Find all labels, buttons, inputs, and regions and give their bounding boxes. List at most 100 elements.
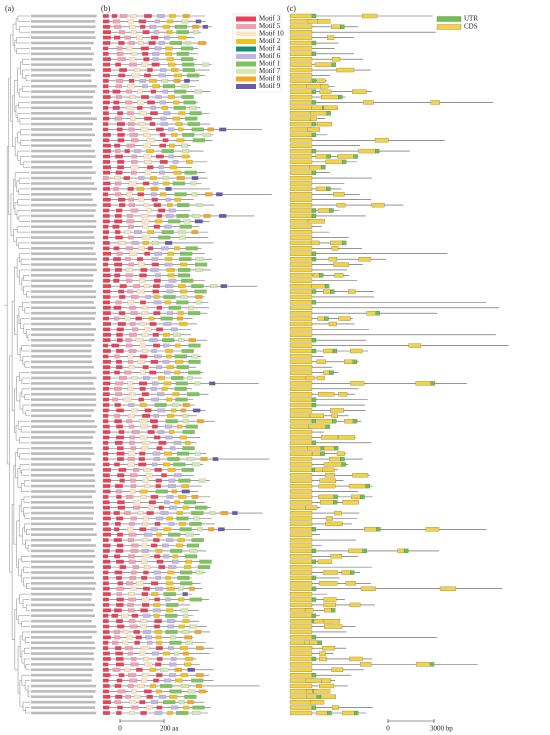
motif	[152, 57, 159, 62]
motif	[130, 484, 136, 488]
motif	[148, 500, 156, 505]
motif	[158, 41, 165, 45]
motif	[146, 138, 155, 143]
motif	[189, 597, 202, 602]
motif	[116, 711, 122, 715]
motif	[176, 300, 189, 305]
motif	[139, 489, 148, 494]
motif	[165, 630, 178, 634]
motif	[127, 289, 134, 294]
motif	[128, 262, 134, 267]
utr	[311, 548, 317, 554]
scale-label: 3000 bp	[430, 725, 453, 733]
motif	[116, 327, 124, 332]
utr	[352, 419, 358, 424]
motif	[114, 273, 121, 278]
motif	[117, 197, 126, 202]
motif	[102, 684, 110, 688]
motif	[143, 657, 149, 661]
motif	[117, 473, 125, 478]
motif	[128, 592, 135, 597]
gene-name	[31, 47, 92, 50]
motif	[114, 181, 122, 186]
motif	[122, 630, 130, 634]
motif	[133, 694, 141, 699]
motif	[130, 516, 137, 521]
motif	[102, 241, 110, 245]
utr	[311, 251, 317, 256]
motif	[115, 235, 123, 240]
motif	[183, 613, 189, 618]
motif	[150, 386, 157, 391]
motif	[102, 630, 110, 634]
cds	[320, 500, 334, 505]
gene-name	[31, 446, 93, 450]
motif	[139, 651, 146, 656]
motif	[178, 521, 186, 526]
motif	[127, 603, 134, 607]
motif	[131, 73, 141, 78]
motif	[102, 181, 111, 186]
gene-name	[31, 111, 92, 115]
cds	[310, 111, 328, 116]
motif	[182, 68, 195, 72]
motif	[150, 105, 157, 110]
motif	[126, 527, 134, 532]
gene-name	[31, 155, 96, 158]
motif	[130, 30, 137, 35]
motif	[174, 667, 182, 672]
cds	[309, 165, 322, 170]
motif	[219, 127, 227, 132]
motif	[220, 284, 228, 289]
motif	[162, 359, 170, 364]
gene-name	[31, 587, 96, 591]
motif	[210, 284, 218, 289]
motif	[183, 500, 196, 505]
motif	[148, 41, 156, 45]
motif	[191, 127, 204, 132]
motif	[102, 284, 112, 289]
motif	[176, 138, 185, 143]
cds	[325, 521, 343, 527]
cds	[289, 224, 313, 229]
motif	[113, 278, 120, 283]
motif	[172, 181, 185, 186]
motif	[136, 105, 143, 110]
cds	[289, 311, 313, 316]
motif	[158, 440, 167, 445]
motif	[164, 224, 172, 229]
gene-name	[31, 355, 92, 358]
cds	[316, 121, 332, 127]
cds	[323, 289, 331, 294]
motif	[177, 576, 190, 580]
motif	[127, 84, 135, 89]
cds	[289, 359, 313, 364]
gene-name	[31, 349, 92, 353]
utr	[352, 359, 358, 364]
motif	[131, 170, 137, 175]
motif	[167, 413, 175, 418]
cds	[312, 273, 320, 278]
motif	[128, 224, 134, 229]
motif	[185, 657, 194, 661]
motif	[142, 478, 149, 483]
motif	[116, 78, 124, 83]
cds	[320, 84, 329, 89]
cds	[289, 570, 313, 575]
motif	[102, 338, 111, 343]
motif	[159, 694, 167, 699]
legend-label: Motif 3	[259, 15, 281, 23]
motif	[126, 89, 133, 94]
motif	[102, 543, 111, 548]
motif	[102, 689, 110, 694]
motif	[140, 424, 149, 429]
motif	[133, 284, 141, 289]
motif	[102, 462, 110, 467]
motif	[102, 197, 111, 202]
utr	[331, 62, 336, 67]
cds	[289, 24, 313, 29]
gene-name	[31, 490, 96, 493]
utr	[311, 13, 317, 19]
motif	[139, 278, 146, 283]
motif	[133, 630, 140, 634]
